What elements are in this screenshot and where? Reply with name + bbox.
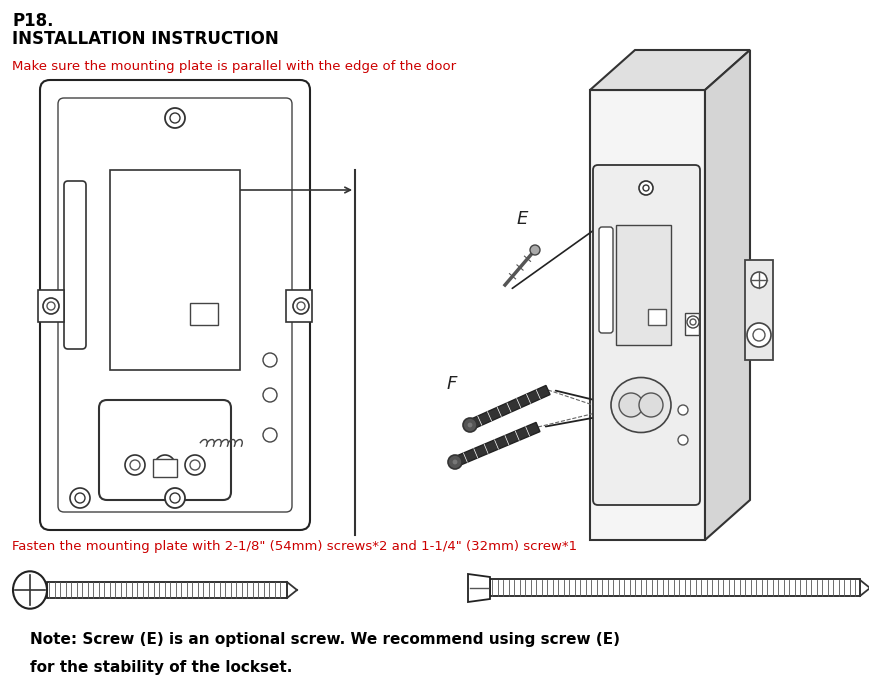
- Circle shape: [263, 388, 277, 402]
- Bar: [38, 290, 64, 322]
- Bar: [190, 303, 218, 325]
- Circle shape: [643, 185, 649, 191]
- Bar: [286, 290, 312, 322]
- Circle shape: [75, 493, 85, 503]
- Polygon shape: [468, 386, 550, 430]
- Circle shape: [452, 459, 458, 465]
- Circle shape: [43, 298, 59, 314]
- Circle shape: [747, 323, 771, 347]
- Text: for the stability of the lockset.: for the stability of the lockset.: [30, 660, 292, 675]
- FancyBboxPatch shape: [64, 181, 86, 349]
- Text: F: F: [447, 375, 457, 393]
- Ellipse shape: [13, 571, 47, 609]
- Bar: [110, 170, 240, 370]
- FancyBboxPatch shape: [58, 98, 292, 512]
- FancyBboxPatch shape: [593, 165, 700, 505]
- Circle shape: [125, 455, 145, 475]
- Circle shape: [639, 393, 663, 417]
- Polygon shape: [705, 50, 750, 540]
- Circle shape: [467, 422, 473, 428]
- Circle shape: [185, 455, 205, 475]
- Text: E: E: [517, 210, 528, 228]
- Circle shape: [530, 245, 540, 255]
- Circle shape: [170, 113, 180, 123]
- Circle shape: [678, 405, 688, 415]
- Circle shape: [297, 302, 305, 310]
- Circle shape: [165, 488, 185, 508]
- Ellipse shape: [611, 377, 671, 432]
- Text: Make sure the mounting plate is parallel with the edge of the door: Make sure the mounting plate is parallel…: [12, 60, 456, 73]
- Bar: [616, 225, 671, 345]
- Circle shape: [448, 455, 462, 469]
- Text: INSTALLATION INSTRUCTION: INSTALLATION INSTRUCTION: [12, 30, 279, 48]
- Bar: [490, 579, 860, 596]
- Circle shape: [165, 108, 185, 128]
- FancyBboxPatch shape: [40, 80, 310, 530]
- Text: P18.: P18.: [12, 12, 54, 30]
- Circle shape: [170, 493, 180, 503]
- Circle shape: [263, 428, 277, 442]
- Bar: [685, 313, 699, 335]
- Circle shape: [293, 298, 309, 314]
- Text: Fasten the mounting plate with 2-1/8" (54mm) screws*2 and 1-1/4" (32mm) screw*1: Fasten the mounting plate with 2-1/8" (5…: [12, 540, 577, 553]
- Circle shape: [130, 460, 140, 470]
- Circle shape: [263, 353, 277, 367]
- Circle shape: [190, 460, 200, 470]
- Bar: [648, 309, 666, 325]
- Bar: [745, 260, 773, 360]
- Polygon shape: [453, 423, 540, 466]
- Circle shape: [639, 181, 653, 195]
- Polygon shape: [590, 50, 750, 90]
- Bar: [153, 459, 177, 477]
- Text: Note: Screw (E) is an optional screw. We recommend using screw (E): Note: Screw (E) is an optional screw. We…: [30, 632, 620, 647]
- Bar: [47, 582, 287, 598]
- FancyBboxPatch shape: [599, 227, 613, 333]
- Polygon shape: [468, 574, 490, 602]
- Circle shape: [690, 319, 696, 325]
- Circle shape: [70, 488, 90, 508]
- Bar: [590, 90, 705, 540]
- FancyBboxPatch shape: [99, 400, 231, 500]
- Circle shape: [619, 393, 643, 417]
- Circle shape: [687, 316, 699, 328]
- Circle shape: [751, 272, 767, 288]
- Circle shape: [47, 302, 55, 310]
- Circle shape: [160, 460, 170, 470]
- Circle shape: [753, 329, 765, 341]
- Circle shape: [155, 455, 175, 475]
- Circle shape: [463, 418, 477, 432]
- Circle shape: [678, 435, 688, 445]
